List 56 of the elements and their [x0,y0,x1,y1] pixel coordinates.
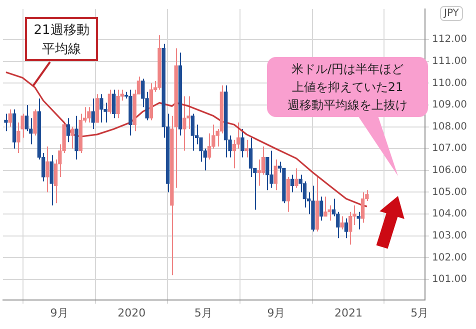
candlestick [257,159,261,186]
candlestick [46,146,50,193]
y-tick-label: 104.00 [432,208,468,220]
candlestick [290,174,294,193]
candlestick [112,89,116,119]
candlestick [294,168,298,188]
candlestick [319,196,324,222]
candlestick [24,104,29,132]
candlestick [324,196,328,217]
y-tick-label: 105.00 [432,186,468,198]
x-tick-label: 2021 [334,306,363,320]
candlestick [116,89,120,119]
y-tick-label: 110.00 [432,78,468,89]
candlestick [356,211,360,230]
y-tick-label: 106.00 [432,165,468,176]
text: JPY [440,6,463,21]
candlestick [182,96,186,152]
y-tick-label: 107.00 [432,143,468,154]
x-tick-label: 5月 [410,306,429,320]
candlestick [70,126,74,150]
candlestick [274,159,278,191]
candlestick [190,113,194,152]
candlestick [340,216,344,230]
x-tick-label: 9月 [267,306,286,320]
candlestick [207,132,212,160]
y-tick-label: 103.00 [432,230,468,242]
y-tick-label: 109.00 [432,100,468,111]
y-tick-label: 112.00 [432,34,468,46]
y-tick-label: 101.00 [432,274,468,286]
candlestick [66,118,70,143]
candlestick [348,211,352,246]
candlestick [33,108,37,136]
x-tick-label: 2020 [118,306,146,320]
candlestick [232,139,236,169]
candlestick [50,154,54,206]
x-tick-label: 9月 [50,306,68,320]
x-tick-label: 5月 [194,306,212,320]
candlestick [87,106,91,123]
candlestick [240,128,244,158]
candlestick [8,108,12,128]
callout-box: 21週移動平均線 [25,17,98,61]
candlestick [344,218,348,239]
candlestick [100,94,104,123]
candlestick [360,192,365,224]
candlestick [248,137,253,178]
candlestick [266,156,270,191]
candlestick [270,150,274,188]
candlestick [286,176,290,212]
candlestick [4,113,8,132]
y-tick-label: 102.00 [432,252,468,264]
y-tick-label: 108.00 [432,121,468,132]
annotation: 米ドル/円は半年ほど上値を抑えていた21週移動平均線を上抜け [286,61,408,114]
candlestick [108,89,112,114]
candlestick [91,98,95,130]
y-tick-label: 111.00 [432,56,468,67]
candlestick [74,115,78,160]
